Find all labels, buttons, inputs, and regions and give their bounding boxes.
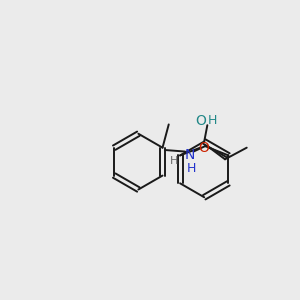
Text: H: H <box>170 156 178 166</box>
Text: O: O <box>195 114 206 128</box>
Text: H: H <box>187 162 196 175</box>
Text: H: H <box>208 114 218 127</box>
Text: O: O <box>199 141 209 155</box>
Text: N: N <box>184 148 195 162</box>
